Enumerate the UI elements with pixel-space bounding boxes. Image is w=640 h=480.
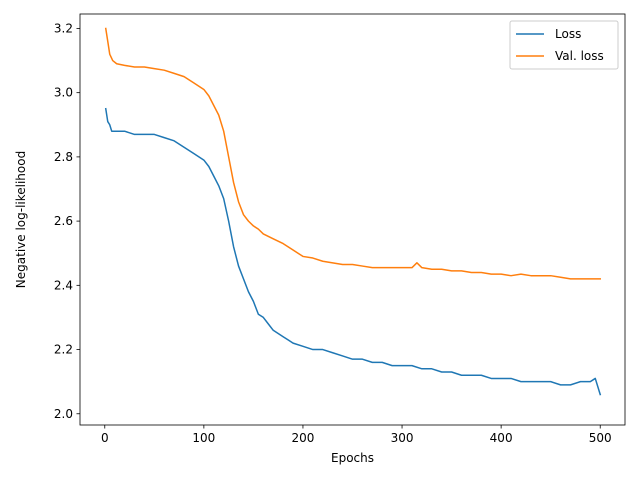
x-tick-label: 100 [192,431,215,445]
axes-frame [79,13,626,426]
x-tick-label: 0 [101,431,109,445]
series-layer [104,27,602,396]
series-line-val-loss [104,27,601,280]
x-axis-ticks: 0 100 200 300 400 500 [101,425,612,445]
plot-area [79,13,626,426]
y-tick-label: 3.0 [54,86,73,100]
y-tick-label: 2.0 [54,407,73,421]
series-line-loss [104,107,602,396]
x-tick-label: 300 [391,431,414,445]
legend-box [509,20,619,70]
x-axis-label: Epochs [331,451,374,465]
y-tick-label: 2.4 [54,278,73,292]
y-tick-label: 3.2 [54,21,73,35]
y-tick-label: 2.2 [54,343,73,357]
y-tick-label: 2.8 [54,150,73,164]
x-tick-label: 200 [292,431,315,445]
legend: Loss Val. loss [509,20,619,70]
legend-label-val-loss: Val. loss [555,49,604,63]
y-tick-label: 2.6 [54,214,73,228]
x-tick-label: 500 [589,431,612,445]
y-axis-label: Negative log-likelihood [14,151,28,288]
legend-label-loss: Loss [555,27,581,41]
y-axis-ticks: 2.0 2.2 2.4 2.6 2.8 3.0 3.2 [54,21,80,421]
x-tick-label: 400 [490,431,513,445]
